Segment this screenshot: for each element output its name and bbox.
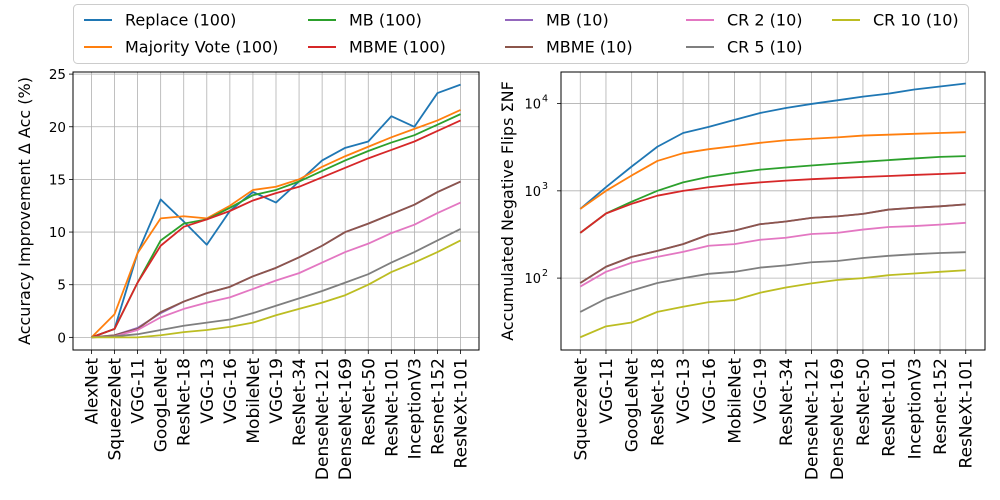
series-line-majority-vote-100 bbox=[90, 109, 461, 338]
accuracy-improvement-chart: 0 5 10 15 20 25 AlexNet SqueezeNet VGG-11 GoogLeN… bbox=[15, 67, 480, 480]
y-tick-label: 20 bbox=[49, 120, 66, 136]
y-tick-label: 0 bbox=[57, 330, 66, 346]
x-tick-label: MobileNet bbox=[244, 358, 264, 444]
x-tick-label: GoogLeNet bbox=[152, 358, 172, 453]
x-tick-label: GoogLeNet bbox=[623, 358, 643, 453]
series-line-mb-10 bbox=[579, 203, 966, 284]
series-line-replace-100 bbox=[579, 82, 966, 210]
y-tick-label: 10 bbox=[524, 272, 541, 287]
x-tick-label: VGG-16 bbox=[700, 358, 720, 424]
legend-label: CR 10 (10) bbox=[873, 11, 959, 30]
series-line-mb-100 bbox=[579, 155, 966, 234]
x-tick-label: VGG-16 bbox=[221, 358, 241, 424]
x-tick-label: DenseNet-121 bbox=[313, 358, 333, 480]
x-tick-label: MobileNet bbox=[725, 358, 745, 444]
y-tick-label: 15 bbox=[49, 172, 66, 188]
x-tick-label: VGG-19 bbox=[267, 358, 287, 424]
y-tick-label: 10 bbox=[524, 98, 541, 113]
series-line-cr-5-10 bbox=[579, 251, 966, 313]
series-line-cr-2-10 bbox=[579, 221, 966, 288]
x-tick-label: AlexNet bbox=[82, 358, 102, 425]
x-tick-label: Resnet-152 bbox=[428, 358, 448, 455]
legend-label: MBME (100) bbox=[349, 38, 446, 57]
x-tick-label: DenseNet-169 bbox=[336, 358, 356, 480]
legend-label: MBME (10) bbox=[546, 38, 633, 57]
legend-label: Replace (100) bbox=[125, 11, 236, 30]
y-tick-label-base: 10 bbox=[524, 272, 541, 287]
series-line-majority-vote-100 bbox=[579, 131, 966, 210]
x-tick-label: ResNeXt-101 bbox=[957, 358, 977, 468]
x-tick-label: VGG-13 bbox=[674, 358, 694, 424]
y-tick-label: 10 bbox=[49, 225, 66, 241]
series-line-mbme-100 bbox=[91, 119, 461, 339]
y-tick-label-base: 10 bbox=[524, 98, 541, 113]
x-tick-label: DenseNet-121 bbox=[803, 358, 823, 480]
y-tick-label: 5 bbox=[57, 278, 66, 294]
series-line-cr-5-10 bbox=[91, 228, 461, 339]
y-axis-label: Accuracy Improvement Δ Acc (%) bbox=[15, 77, 34, 345]
legend-label: MB (10) bbox=[546, 11, 609, 30]
y-tick-label: 10 bbox=[524, 185, 541, 200]
y-tick-label: 25 bbox=[49, 67, 66, 83]
x-tick-label: Resnet-152 bbox=[931, 358, 951, 455]
series-line-mbme-10 bbox=[91, 180, 461, 339]
y-tick-label-exponent: 2 bbox=[542, 268, 548, 279]
series-line-mbme-100 bbox=[579, 172, 966, 234]
y-axis-label: Accumulated Negative Flips ΣNF bbox=[498, 81, 517, 341]
x-tick-label: VGG-11 bbox=[597, 358, 617, 424]
x-tick-label: VGG-19 bbox=[751, 358, 771, 424]
x-tick-label: ResNeXt-101 bbox=[452, 358, 472, 468]
x-tick-label: ResNet-18 bbox=[648, 358, 668, 446]
series-line-mb-100 bbox=[91, 113, 461, 339]
x-tick-label: ResNet-34 bbox=[290, 358, 310, 446]
x-tick-label: ResNet-101 bbox=[382, 358, 402, 457]
legend-label: CR 2 (10) bbox=[727, 11, 802, 30]
legend-label: Majority Vote (100) bbox=[125, 38, 278, 57]
series-line-cr-10-10 bbox=[579, 269, 966, 339]
x-tick-label: ResNet-50 bbox=[854, 358, 874, 446]
legend-frame bbox=[73, 4, 969, 64]
x-tick-label: ResNet-50 bbox=[359, 358, 379, 446]
x-tick-label: VGG-13 bbox=[198, 358, 218, 424]
axes-frame bbox=[560, 71, 986, 351]
x-tick-label: ResNet-101 bbox=[880, 358, 900, 457]
x-tick-label: ResNet-18 bbox=[175, 358, 195, 446]
legend: Replace (100) Majority Vote (100) MB (100)… bbox=[73, 4, 969, 64]
series-line-replace-100 bbox=[91, 83, 461, 339]
legend-label: CR 5 (10) bbox=[727, 38, 802, 57]
y-tick-label-exponent: 4 bbox=[542, 94, 548, 105]
x-tick-label: ResNet-34 bbox=[777, 358, 797, 446]
legend-label: MB (100) bbox=[349, 11, 422, 30]
y-tick-label-exponent: 3 bbox=[542, 181, 548, 192]
x-tick-label: SqueezeNet bbox=[571, 358, 591, 461]
x-tick-label: DenseNet-169 bbox=[828, 358, 848, 480]
x-tick-label: InceptionV3 bbox=[405, 358, 425, 459]
x-tick-label: VGG-11 bbox=[129, 358, 149, 424]
series-line-cr-2-10 bbox=[91, 201, 461, 339]
y-tick-label-base: 10 bbox=[524, 185, 541, 200]
x-tick-label: SqueezeNet bbox=[106, 358, 126, 461]
series-line-cr-10-10 bbox=[91, 239, 461, 339]
series-line-mbme-10 bbox=[579, 203, 966, 284]
x-tick-label: InceptionV3 bbox=[905, 358, 925, 459]
